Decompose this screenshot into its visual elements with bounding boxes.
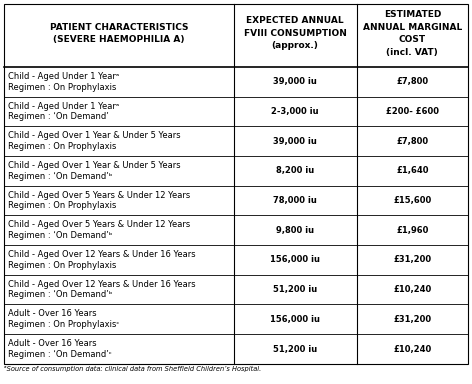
Text: Child - Aged Over 1 Year & Under 5 Years: Child - Aged Over 1 Year & Under 5 Years	[8, 161, 181, 170]
Text: Regimen : ‘On Demand’ᵇ: Regimen : ‘On Demand’ᵇ	[8, 172, 112, 181]
Text: £1,640: £1,640	[396, 166, 429, 175]
Text: 39,000 iu: 39,000 iu	[273, 137, 317, 146]
Text: £31,200: £31,200	[393, 255, 431, 265]
Text: 8,200 iu: 8,200 iu	[276, 166, 314, 175]
Text: Child - Aged Over 5 Years & Under 12 Years: Child - Aged Over 5 Years & Under 12 Yea…	[8, 191, 190, 200]
Text: Child - Aged Over 12 Years & Under 16 Years: Child - Aged Over 12 Years & Under 16 Ye…	[8, 250, 195, 259]
Text: Regimen : ‘On Demand’ᵇ: Regimen : ‘On Demand’ᵇ	[8, 231, 112, 240]
Text: £15,600: £15,600	[393, 196, 431, 205]
Text: 39,000 iu: 39,000 iu	[273, 77, 317, 86]
Text: 78,000 iu: 78,000 iu	[273, 196, 317, 205]
Text: Regimen : ‘On Demand’ᵇ: Regimen : ‘On Demand’ᵇ	[8, 290, 112, 300]
Text: Regimen : ‘On Demand’ᶜ: Regimen : ‘On Demand’ᶜ	[8, 350, 112, 359]
Text: Child - Aged Over 5 Years & Under 12 Years: Child - Aged Over 5 Years & Under 12 Yea…	[8, 220, 190, 229]
Text: £200- £600: £200- £600	[386, 107, 439, 116]
Text: £31,200: £31,200	[393, 315, 431, 324]
Text: Regimen : On Prophylaxis: Regimen : On Prophylaxis	[8, 142, 117, 151]
Text: Child - Aged Under 1 Yearᵃ: Child - Aged Under 1 Yearᵃ	[8, 102, 119, 111]
Text: Adult - Over 16 Years: Adult - Over 16 Years	[8, 310, 97, 318]
Text: Regimen : On Prophylaxisᶜ: Regimen : On Prophylaxisᶜ	[8, 320, 119, 329]
Text: 9,800 iu: 9,800 iu	[276, 226, 314, 235]
Text: EXPECTED ANNUAL
FVIII CONSUMPTION
(approx.): EXPECTED ANNUAL FVIII CONSUMPTION (appro…	[244, 17, 346, 50]
Text: PATIENT CHARACTERISTICS
(SEVERE HAEMOPHILIA A): PATIENT CHARACTERISTICS (SEVERE HAEMOPHI…	[50, 23, 188, 44]
Text: 51,200 iu: 51,200 iu	[273, 344, 317, 354]
Text: Regimen : On Prophylaxis: Regimen : On Prophylaxis	[8, 202, 117, 210]
Text: £7,800: £7,800	[396, 137, 429, 146]
Text: Regimen : ‘On Demand’: Regimen : ‘On Demand’	[8, 113, 109, 121]
Text: Child - Aged Over 12 Years & Under 16 Years: Child - Aged Over 12 Years & Under 16 Ye…	[8, 280, 195, 289]
Text: 51,200 iu: 51,200 iu	[273, 285, 317, 294]
Text: Child - Aged Under 1 Yearᵃ: Child - Aged Under 1 Yearᵃ	[8, 72, 119, 81]
Text: ESTIMATED
ANNUAL MARGINAL
COST
(incl. VAT): ESTIMATED ANNUAL MARGINAL COST (incl. VA…	[362, 10, 462, 57]
Text: Regimen : On Prophylaxis: Regimen : On Prophylaxis	[8, 261, 117, 270]
Text: ᵃSource of consumption data: clinical data from Sheffield Children’s Hospital.: ᵃSource of consumption data: clinical da…	[4, 366, 261, 372]
Text: 156,000 iu: 156,000 iu	[270, 255, 320, 265]
Text: Child - Aged Over 1 Year & Under 5 Years: Child - Aged Over 1 Year & Under 5 Years	[8, 131, 181, 141]
Text: £7,800: £7,800	[396, 77, 429, 86]
Text: £10,240: £10,240	[393, 344, 431, 354]
Text: Regimen : On Prophylaxis: Regimen : On Prophylaxis	[8, 83, 117, 92]
Text: 156,000 iu: 156,000 iu	[270, 315, 320, 324]
Text: Adult - Over 16 Years: Adult - Over 16 Years	[8, 339, 97, 348]
Text: £1,960: £1,960	[396, 226, 429, 235]
Text: £10,240: £10,240	[393, 285, 431, 294]
Text: 2-3,000 iu: 2-3,000 iu	[271, 107, 319, 116]
